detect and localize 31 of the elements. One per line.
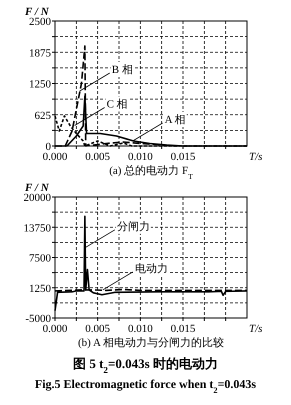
annotation: A 相 [164, 113, 186, 126]
y-tick-label: 13750 [24, 222, 52, 234]
text: (a) 总的电动力 F$_{T}$ [109, 164, 194, 180]
x-axis-title: T/s [249, 323, 262, 335]
x-tick-label: 0.010 [128, 323, 154, 335]
caption: 图 5 t$_{2}$=0.043s 时的电动力 [73, 356, 218, 375]
y-tick-label: 7500 [29, 252, 52, 264]
annotation: B 相 [112, 63, 133, 76]
annotation: 电动力 [134, 262, 168, 275]
text: (b) A 相电动力与分闸力的比较 [78, 336, 224, 349]
y-tick-label: 1875 [29, 47, 52, 60]
x-tick-label: 0.005 [85, 151, 111, 163]
caption: Fig.5 Electromagnetic force when t$_{2}$=0.043s [34, 377, 256, 394]
x-tick-label: 0.000 [42, 323, 68, 335]
x-tick-label: 0.015 [170, 151, 196, 163]
annotation: 分闸力 [116, 220, 150, 233]
y-axis-title: F / N [24, 182, 50, 194]
y-tick-label: 1250 [29, 282, 52, 295]
y-tick-label: 625 [34, 110, 52, 122]
y-axis-title: F / N [24, 6, 50, 18]
y-tick-label: -5000 [25, 313, 52, 325]
annotation: C 相 [106, 98, 128, 110]
x-tick-label: 0.000 [42, 151, 68, 163]
x-tick-label: 0.010 [128, 151, 154, 163]
y-tick-label: 0 [46, 141, 52, 153]
y-tick-label: 2500 [29, 16, 52, 28]
y-tick-label: 20000 [24, 192, 52, 204]
x-tick-label: 0.015 [170, 323, 196, 335]
x-tick-label: 0.005 [85, 323, 111, 335]
x-axis-title: T/s [249, 151, 262, 163]
y-tick-label: 1250 [29, 78, 52, 90]
